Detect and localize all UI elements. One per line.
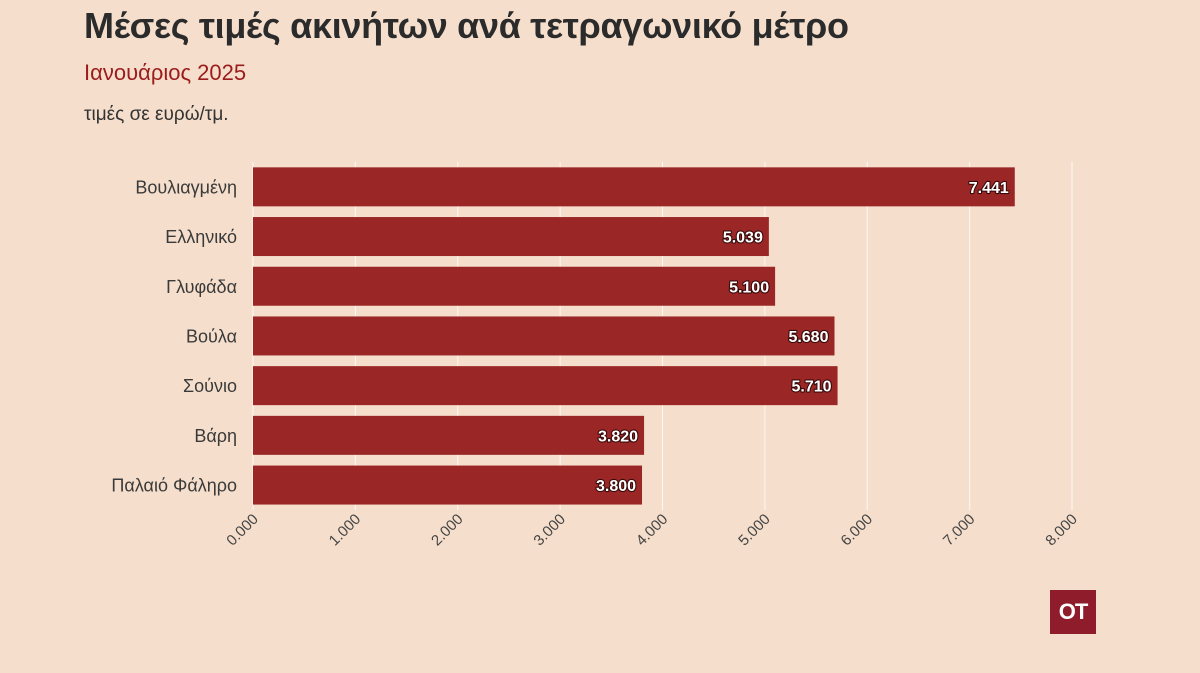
x-tick-label-5: 5.000 [735, 511, 774, 550]
x-tick-label-4: 4.000 [633, 511, 672, 550]
category-label-6: Παλαιό Φάληρο [111, 476, 237, 496]
x-tick-label-3: 3.000 [530, 511, 569, 550]
bar-2 [253, 266, 776, 306]
bar-4 [253, 366, 838, 406]
value-label-1: 5.039 [723, 230, 763, 247]
x-tick-label-6: 6.000 [838, 511, 877, 550]
x-tick-label-0: 0.000 [223, 511, 262, 550]
bar-5 [253, 415, 645, 455]
category-label-4: Σούνιο [183, 376, 237, 396]
category-label-0: Βουλιαγμένη [135, 177, 237, 197]
category-label-1: Ελληνικό [165, 227, 237, 247]
category-label-2: Γλυφάδα [166, 277, 237, 297]
x-tick-label-8: 8.000 [1042, 511, 1081, 550]
unit-note: τιμές σε ευρώ/τμ. [84, 104, 229, 125]
category-label-5: Βάρη [194, 426, 237, 446]
value-label-5: 3.820 [598, 428, 638, 445]
x-tick-label-1: 1.000 [326, 511, 365, 550]
category-label-3: Βούλα [186, 326, 237, 346]
chart-title: Μέσες τιμές ακινήτων ανά τετραγωνικό μέτ… [84, 5, 849, 46]
ot-logo: OT [1050, 590, 1096, 634]
bar-3 [253, 316, 835, 356]
value-label-2: 5.100 [729, 279, 769, 296]
bar-0 [253, 167, 1015, 207]
value-label-0: 7.441 [969, 180, 1009, 197]
x-tick-label-2: 2.000 [428, 511, 467, 550]
value-label-4: 5.710 [792, 379, 832, 396]
bar-1 [253, 217, 769, 257]
value-label-3: 5.680 [788, 329, 828, 346]
value-label-6: 3.800 [596, 478, 636, 495]
x-tick-label-7: 7.000 [940, 511, 979, 550]
bar-6 [253, 465, 643, 505]
chart-subtitle: Ιανουάριος 2025 [84, 60, 247, 85]
